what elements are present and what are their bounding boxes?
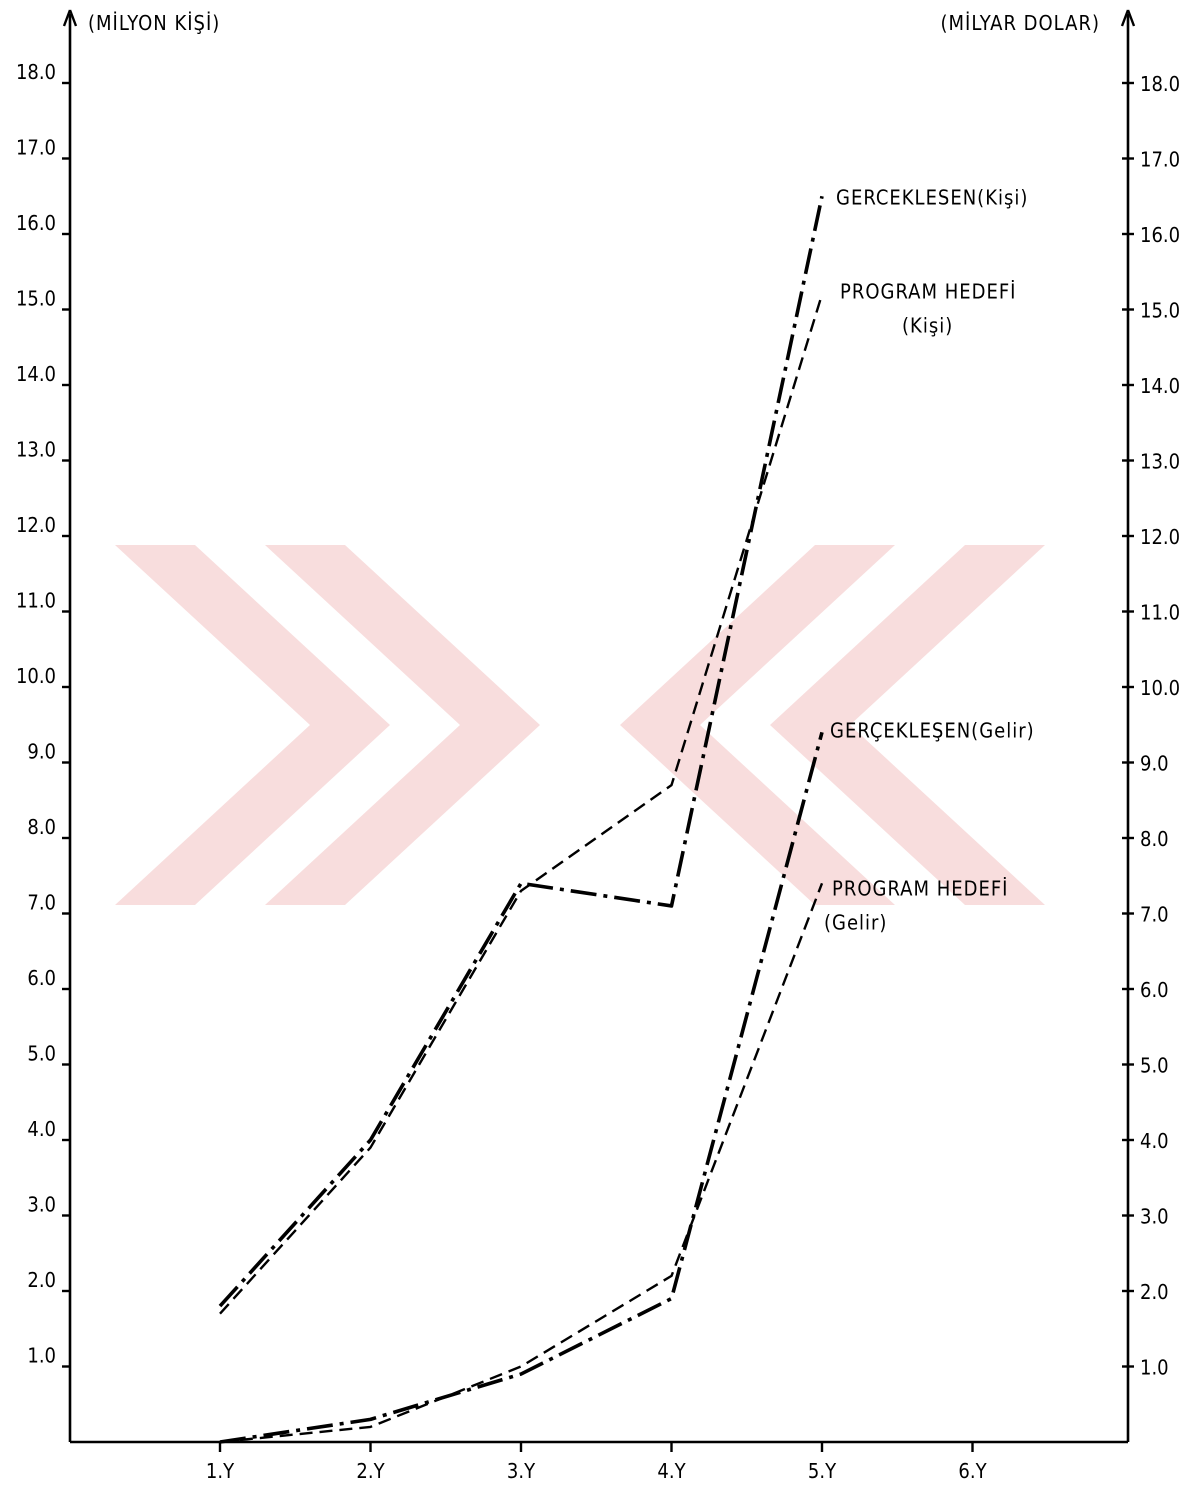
right-y-tick-label: 18.0 <box>1140 72 1180 96</box>
right-y-tick-label: 1.0 <box>1140 1356 1169 1380</box>
left-y-tick-label: 5.0 <box>27 1042 56 1066</box>
right-axis-arrow-icon <box>1120 9 1136 27</box>
x-tick-label: 4.Y <box>657 1459 686 1483</box>
right-y-tick-label: 5.0 <box>1140 1054 1169 1078</box>
right-y-tick-label: 12.0 <box>1140 525 1180 549</box>
left-y-tick-label: 9.0 <box>27 740 56 764</box>
right-y-tick-label: 3.0 <box>1140 1205 1169 1229</box>
left-y-tick-label: 18.0 <box>16 60 56 84</box>
x-tick-label: 3.Y <box>507 1459 536 1483</box>
right-y-tick-label: 11.0 <box>1140 601 1180 625</box>
watermark-logo <box>115 545 1045 905</box>
left-y-tick-label: 4.0 <box>27 1117 56 1141</box>
left-y-tick-label: 17.0 <box>16 136 56 160</box>
left-y-ticks: 1.0 2.0 3.0 4.0 5.0 6.0 7.0 8.0 9.0 10.0 11.0 12.0 1… <box>16 60 70 1368</box>
series-label-3-line-0: PROGRAM HEDEFİ <box>832 876 1008 900</box>
x-ticks: 1.Y 2.Y 3.Y 4.Y 5.Y 6.Y <box>206 1442 988 1483</box>
x-tick-label: 1.Y <box>206 1459 235 1483</box>
right-y-tick-label: 17.0 <box>1140 148 1180 172</box>
axes <box>62 9 1136 1444</box>
right-axis-title: (MİLYAR DOLAR) <box>941 11 1101 35</box>
right-y-tick-label: 2.0 <box>1140 1280 1169 1304</box>
right-y-tick-label: 4.0 <box>1140 1129 1169 1153</box>
right-y-tick-label: 9.0 <box>1140 752 1169 776</box>
series-line-2 <box>219 731 824 1444</box>
left-y-tick-label: 13.0 <box>16 438 56 462</box>
left-y-tick-label: 12.0 <box>16 513 56 537</box>
left-y-tick-label: 6.0 <box>27 966 56 990</box>
right-y-tick-label: 16.0 <box>1140 223 1180 247</box>
right-y-tick-label: 15.0 <box>1140 299 1180 323</box>
x-tick-label: 5.Y <box>808 1459 837 1483</box>
series-line-1 <box>219 294 824 1315</box>
right-y-tick-label: 7.0 <box>1140 903 1169 927</box>
left-axis-arrow-icon <box>62 9 78 27</box>
x-tick-label: 6.Y <box>958 1459 987 1483</box>
series-label-1-line-1: (Kişi) <box>902 313 953 337</box>
x-tick-label: 2.Y <box>356 1459 385 1483</box>
right-y-tick-label: 14.0 <box>1140 374 1180 398</box>
left-y-tick-label: 15.0 <box>16 287 56 311</box>
right-y-tick-label: 13.0 <box>1140 450 1180 474</box>
left-y-tick-label: 8.0 <box>27 815 56 839</box>
left-y-tick-label: 3.0 <box>27 1193 56 1217</box>
series-labels: GERCEKLESEN(Kişi) PROGRAM HEDEFİ (Kişi) GER… <box>824 185 1035 934</box>
left-y-tick-label: 10.0 <box>16 664 56 688</box>
series-line-3 <box>219 882 824 1444</box>
series-lines <box>218 195 824 1444</box>
left-y-tick-label: 14.0 <box>16 362 56 386</box>
left-y-tick-label: 11.0 <box>16 589 56 613</box>
series-label-2-line-0: GERÇEKLEŞEN(Gelir) <box>830 718 1035 742</box>
left-y-tick-label: 1.0 <box>27 1344 56 1368</box>
series-label-1-line-0: PROGRAM HEDEFİ <box>840 279 1016 303</box>
left-y-tick-label: 2.0 <box>27 1268 56 1292</box>
right-y-tick-label: 6.0 <box>1140 978 1169 1002</box>
left-y-tick-label: 7.0 <box>27 891 56 915</box>
right-y-ticks: 1.0 2.0 3.0 4.0 5.0 6.0 7.0 8.0 9.0 10.0 11.0 12.0 1… <box>1122 72 1180 1380</box>
series-label-3-line-1: (Gelir) <box>824 910 887 934</box>
right-y-tick-label: 10.0 <box>1140 676 1180 700</box>
series-line-0 <box>218 195 824 1308</box>
left-axis-title: (MİLYON KİŞİ) <box>88 11 220 35</box>
series-label-0-line-0: GERCEKLESEN(Kişi) <box>836 185 1028 209</box>
left-y-tick-label: 16.0 <box>16 211 56 235</box>
right-y-tick-label: 8.0 <box>1140 827 1169 851</box>
